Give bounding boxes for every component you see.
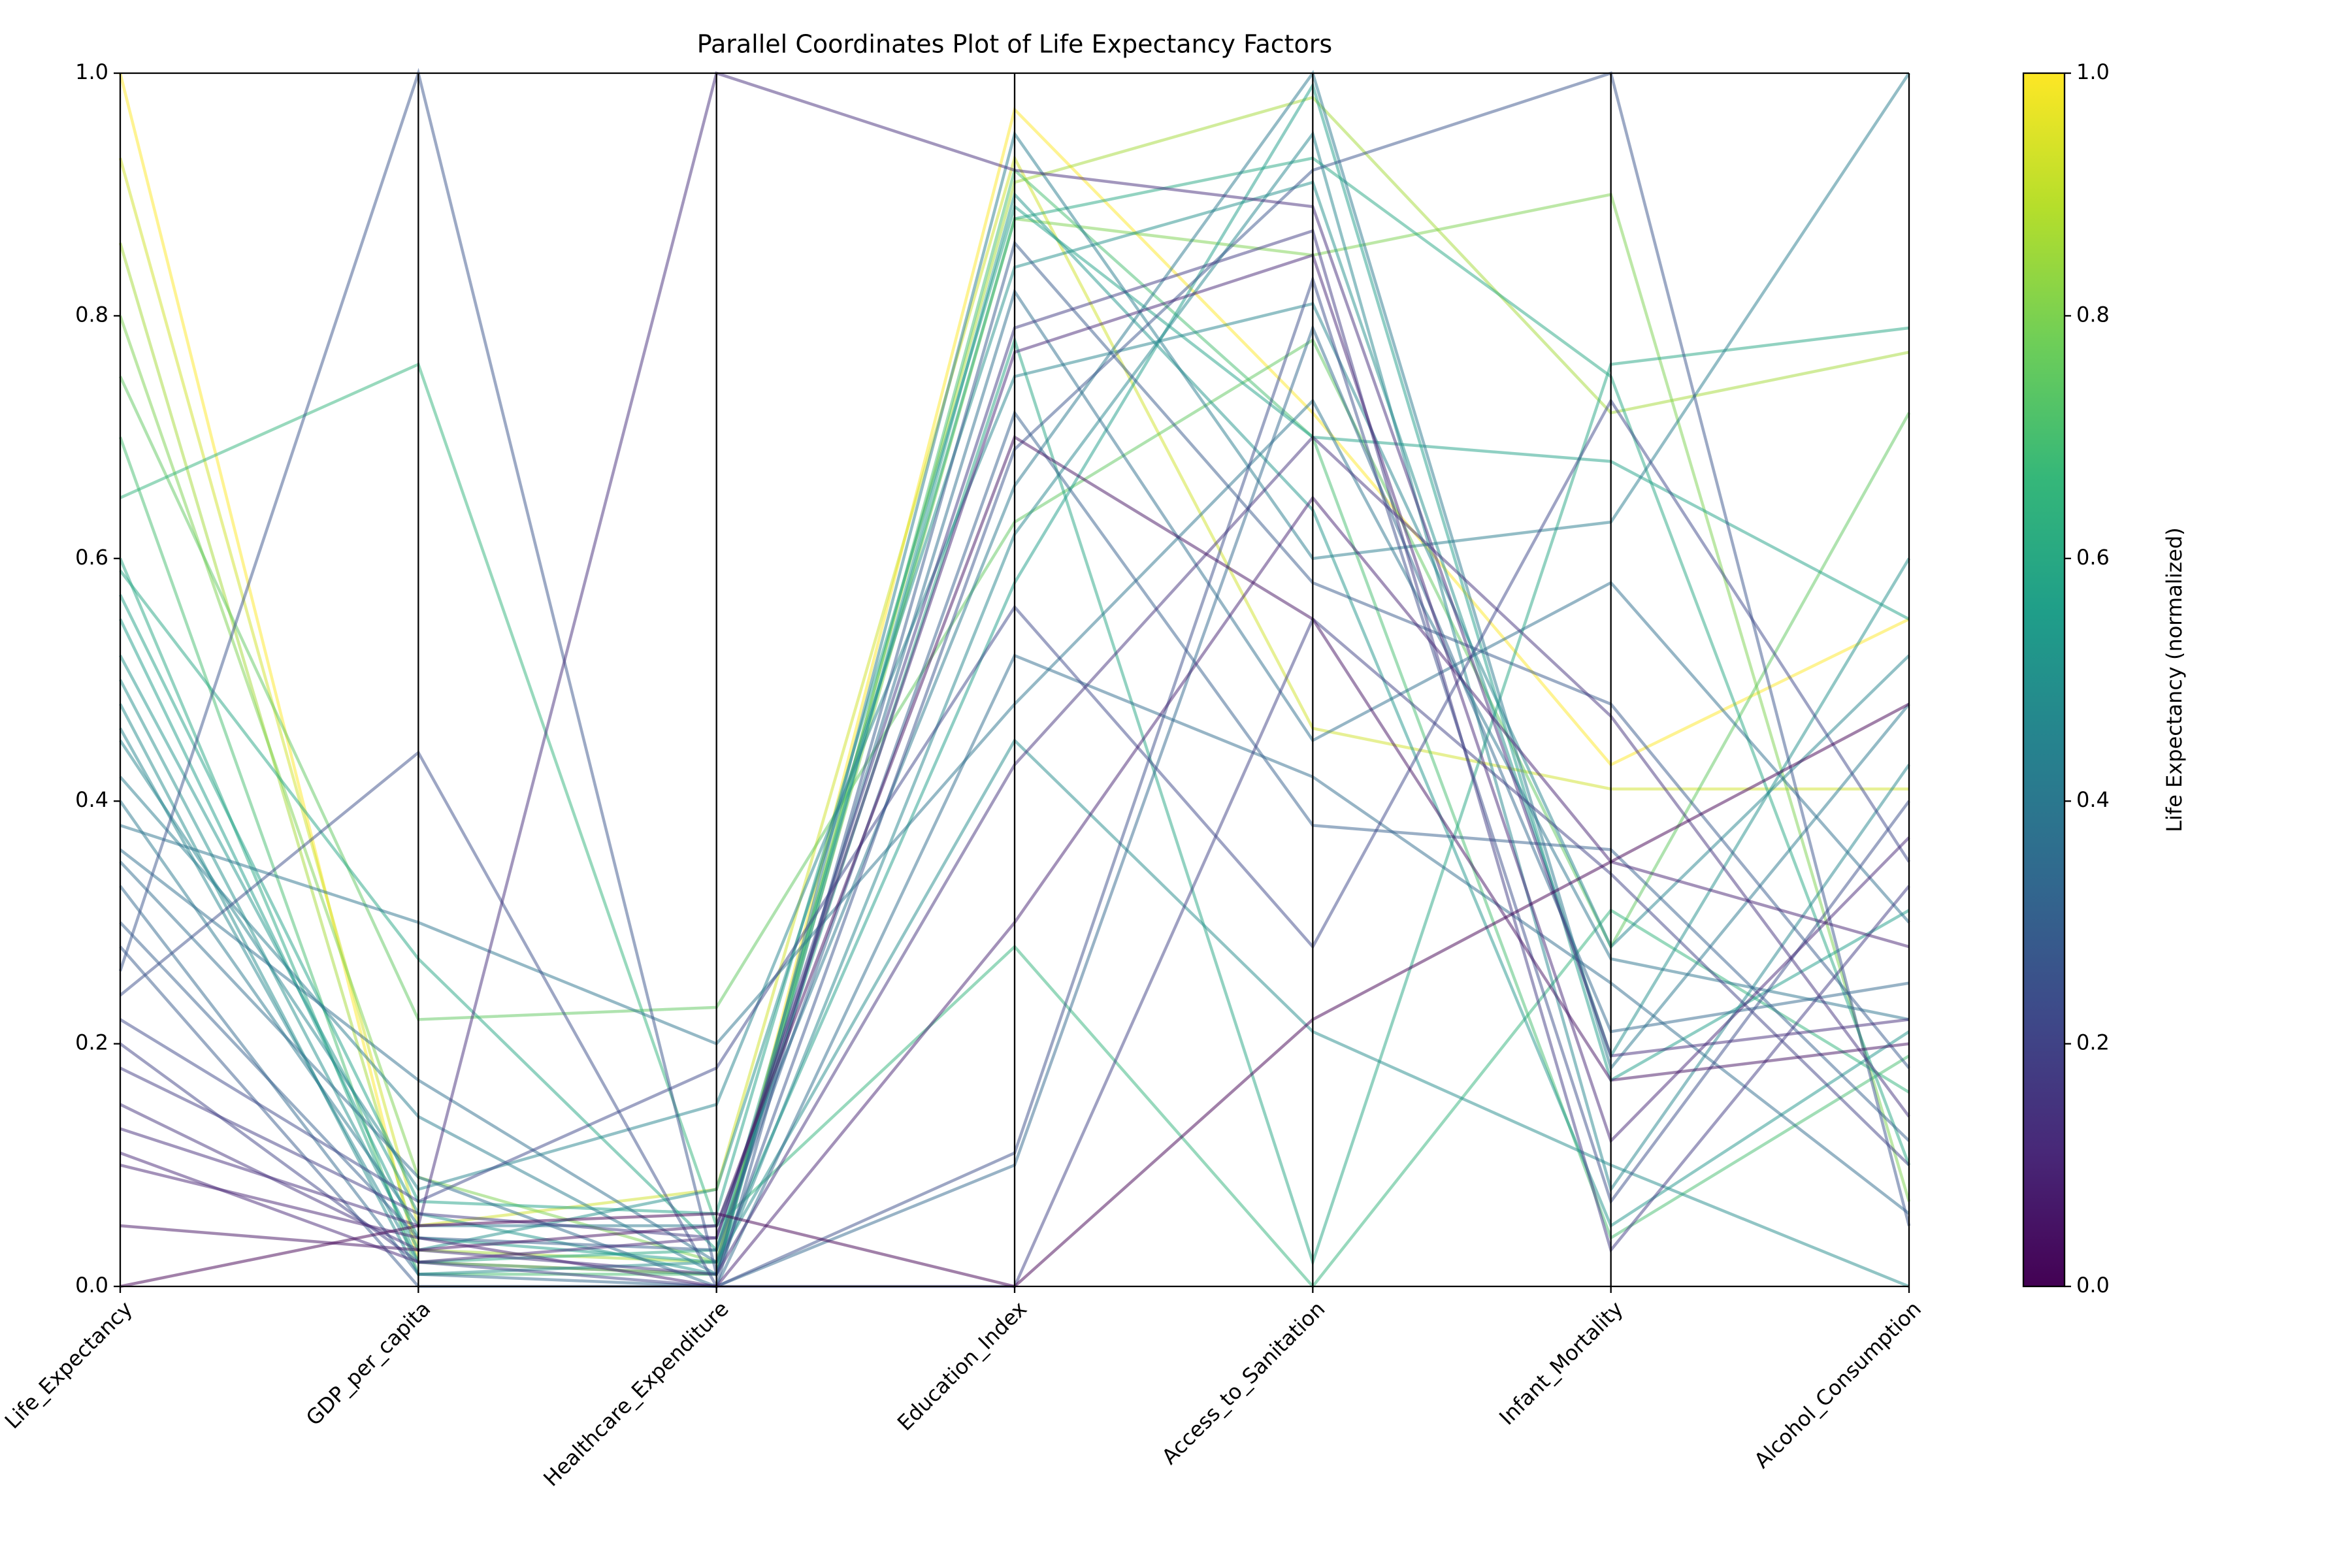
y-tick-label: 0.4 xyxy=(75,787,108,812)
x-tick-label: GDP_per_capita xyxy=(301,1296,435,1430)
x-tick-label: Healthcare_Expenditure xyxy=(538,1296,733,1491)
y-tick-label: 1.0 xyxy=(75,59,108,84)
x-tick-label: Alcohol_Consumption xyxy=(1749,1296,1926,1473)
colorbar xyxy=(2022,72,2066,1288)
chart-title: Parallel Coordinates Plot of Life Expect… xyxy=(697,30,1332,59)
y-tick-label: 0.2 xyxy=(75,1030,108,1055)
y-tick-label: 0.8 xyxy=(75,302,108,327)
y-tick-label: 0.6 xyxy=(75,545,108,570)
colorbar-tick-label: 0.0 xyxy=(2076,1273,2110,1298)
y-tick-label: 0.0 xyxy=(75,1273,108,1298)
colorbar-tick-label: 0.4 xyxy=(2076,787,2110,812)
colorbar-tick-label: 0.8 xyxy=(2076,302,2110,327)
colorbar-tick-label: 0.2 xyxy=(2076,1030,2110,1055)
axes: Life_Expectancy GDP_per_capita Healthcare_… xyxy=(0,59,2187,1492)
x-tick-label: Life_Expectancy xyxy=(0,1296,137,1433)
colorbar-label: Life Expectancy (normalized) xyxy=(2162,527,2187,832)
x-tick-label: Education_Index xyxy=(892,1296,1032,1435)
colorbar-tick-label: 0.6 xyxy=(2076,545,2110,570)
x-tick-label: Access_to_Sanitation xyxy=(1157,1296,1330,1469)
colorbar-tick-label: 1.0 xyxy=(2076,59,2110,84)
x-tick-label: Infant_Mortality xyxy=(1494,1296,1627,1429)
